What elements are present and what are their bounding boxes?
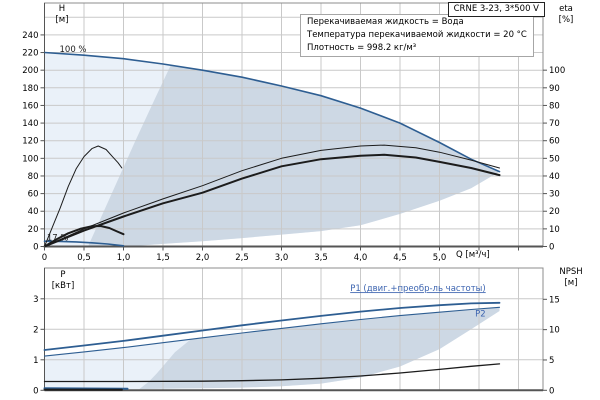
info-line-density: Плотность = 998.2 кг/м³ xyxy=(307,43,417,53)
q-axis-title: Q [м³/ч] xyxy=(456,250,490,260)
left-tick-label: 240 xyxy=(22,31,38,41)
curve-label: 17 % xyxy=(47,233,69,243)
head-efficiency-chart: 0 0,5 1,0 1,5 2,0 2,5 3,0 3,5 4,0 4,5 5,0 0 20 40 60 80… xyxy=(22,2,565,263)
right-tick-label: 0 xyxy=(549,243,554,253)
curve-eta-17-pump xyxy=(44,145,123,247)
info-line-temperature: Температура перекачиваемой жидкости = 20… xyxy=(307,30,527,40)
eta-axis-unit: [%] xyxy=(558,15,574,25)
curve-label: P1 (двиг.+преобр-ль частоты) xyxy=(350,284,486,294)
right-tick-label: 0 xyxy=(549,386,554,396)
npsh-axis-symbol: NPSH xyxy=(559,267,583,277)
curve-eta-100-total xyxy=(43,153,501,248)
left-tick-label: 200 xyxy=(22,66,38,76)
curve-p2-100 xyxy=(43,306,501,357)
p-axis-title: P [кВт] xyxy=(46,270,80,292)
left-tick-label: 80 xyxy=(28,172,39,182)
pump-model-box: CRNE 3-23, 3*500 V xyxy=(447,2,545,17)
x-tick-label: 5,0 xyxy=(433,253,447,263)
curve-label: 100 % xyxy=(60,45,87,55)
x-tick-label: 3,5 xyxy=(314,253,328,263)
right-tick-label: 10 xyxy=(549,225,560,235)
x-tick-label: 4,5 xyxy=(393,253,407,263)
left-tick-label: 140 xyxy=(22,119,38,129)
left-tick-label: 100 xyxy=(22,154,38,164)
power-npsh-chart-grid xyxy=(44,268,543,391)
right-tick-label: 50 xyxy=(549,154,560,164)
x-tick-label: 2,5 xyxy=(235,253,249,263)
npsh-axis-title: NPSH [м] xyxy=(548,267,594,289)
p-axis-unit: [кВт] xyxy=(51,281,75,291)
left-tick-label: 180 xyxy=(22,84,38,94)
eta-axis-title: eta [%] xyxy=(550,4,582,26)
left-tick-label: 0 xyxy=(33,386,38,396)
curve-h-100 xyxy=(43,51,501,173)
left-tick-label: 40 xyxy=(28,207,39,217)
left-tick-label: 20 xyxy=(28,225,39,235)
curve-p1-100 xyxy=(43,301,501,351)
right-tick-label: 20 xyxy=(549,207,560,217)
right-tick-label: 60 xyxy=(549,137,560,147)
x-tick-label: 1,5 xyxy=(156,253,170,263)
power-npsh-chart: 0 1 2 3 0 5 10 15 P1 (двиг.+преобр-ль частоты) P2 xyxy=(33,267,560,396)
fluid-info-box: Перекачиваемая жидкость = Вода Температу… xyxy=(300,14,534,57)
p-axis-symbol: P xyxy=(60,270,66,280)
right-tick-label: 80 xyxy=(549,101,560,111)
curve-eta-100-pump xyxy=(44,144,500,247)
right-tick-label: 15 xyxy=(549,295,560,305)
curve-label: P2 xyxy=(475,310,486,320)
h-axis-title: H [м] xyxy=(48,4,76,26)
eta-axis-symbol: eta xyxy=(559,4,573,14)
x-tick-label: 3,0 xyxy=(275,253,289,263)
power-envelope-dark xyxy=(139,307,500,390)
curve-npsh-100 xyxy=(43,363,501,383)
right-tick-label: 30 xyxy=(549,190,560,200)
right-tick-label: 5 xyxy=(549,356,554,366)
left-tick-label: 60 xyxy=(28,190,39,200)
x-tick-label: 4,0 xyxy=(354,253,368,263)
left-tick-label: 1 xyxy=(33,356,38,366)
left-tick-label: 0 xyxy=(33,243,38,253)
x-tick-label: 2,0 xyxy=(196,253,210,263)
x-tick-label: 0,5 xyxy=(77,253,91,263)
left-tick-label: 3 xyxy=(33,295,38,305)
left-tick-label: 120 xyxy=(22,137,38,147)
right-tick-label: 70 xyxy=(549,119,560,129)
npsh-axis-unit: [м] xyxy=(564,278,578,288)
x-tick-label: 1,0 xyxy=(117,253,131,263)
left-tick-label: 2 xyxy=(33,325,38,335)
right-tick-label: 40 xyxy=(549,172,560,182)
right-tick-label: 10 xyxy=(549,326,560,336)
curve-eta-17-total xyxy=(43,225,125,248)
x-tick-label: 0 xyxy=(42,253,47,263)
h-axis-unit: [м] xyxy=(55,15,69,25)
right-tick-label: 100 xyxy=(549,66,565,76)
info-line-fluid: Перекачиваемая жидкость = Вода xyxy=(307,17,464,27)
right-tick-label: 90 xyxy=(549,84,560,94)
left-tick-label: 160 xyxy=(22,101,38,111)
left-tick-label: 220 xyxy=(22,49,38,59)
h-axis-symbol: H xyxy=(58,4,66,14)
